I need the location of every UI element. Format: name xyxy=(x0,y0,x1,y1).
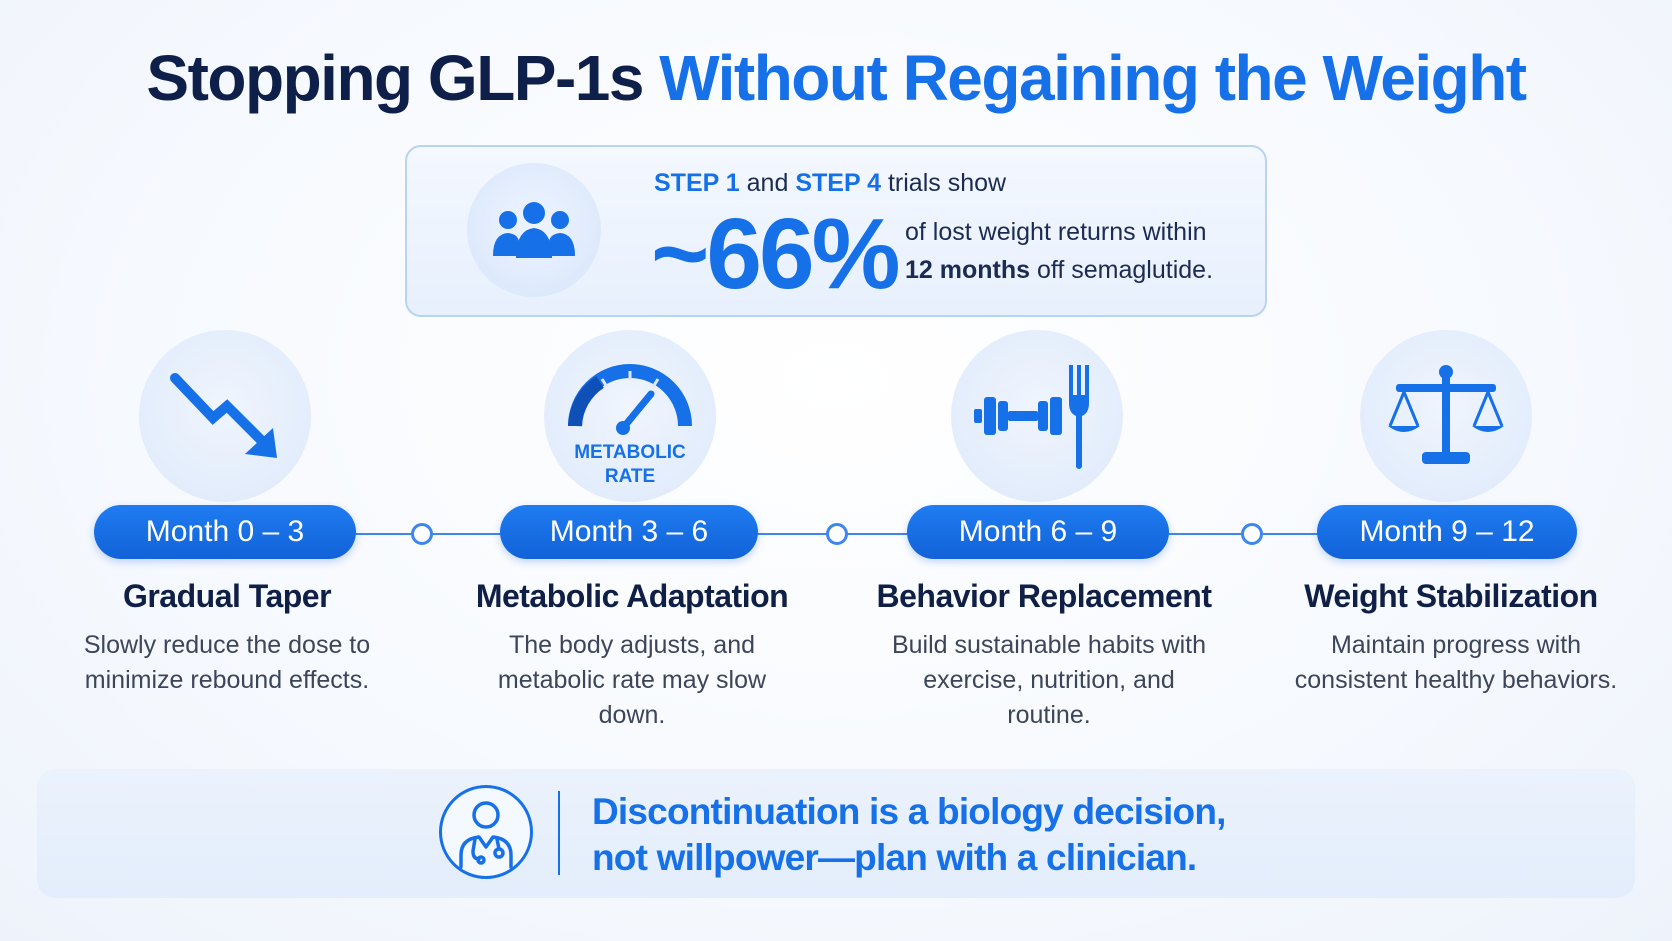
banner-line1: Discontinuation is a biology decision, xyxy=(592,791,1226,832)
step-desc-1: Slowly reduce the dose to minimize rebou… xyxy=(83,631,371,694)
banner-divider xyxy=(558,791,560,875)
banner-message: Discontinuation is a biology decision, n… xyxy=(592,789,1226,881)
trial-suffix: trials show xyxy=(887,169,1007,197)
gauge-icon: METABOLIC RATE xyxy=(544,330,716,502)
title-part-blue: Without Regaining the Weight xyxy=(659,42,1527,114)
step-title-3: Behavior Replacement xyxy=(876,578,1212,614)
dumbbell-fork-icon xyxy=(951,330,1123,502)
step-title-2: Metabolic Adaptation xyxy=(475,578,789,614)
step-desc-3: Build sustainable habits with exercise, … xyxy=(891,631,1207,729)
stat-desc-rest: off semaglutide. xyxy=(1036,256,1214,284)
stat-description: of lost weight returns within 12 months … xyxy=(905,213,1213,289)
month-pill-4: Month 9 – 12 xyxy=(1317,505,1577,559)
page-title: Stopping GLP-1s Without Regaining the We… xyxy=(0,38,1672,118)
step-title-4: Weight Stabilization xyxy=(1304,578,1598,614)
timeline-node xyxy=(1241,523,1263,545)
step-desc-2: The body adjusts, and metabolic rate may… xyxy=(497,631,767,729)
trial-and: and xyxy=(746,169,789,197)
gauge-label-line2: RATE xyxy=(605,466,655,486)
clinician-banner: Discontinuation is a biology decision, n… xyxy=(37,769,1635,898)
month-pill-3: Month 6 – 9 xyxy=(907,505,1169,559)
stat-card: STEP 1 and STEP 4 trials show ~66% of lo… xyxy=(405,145,1267,317)
stat-desc-line2: 12 months off semaglutide. xyxy=(905,251,1213,289)
stat-desc-bold: 12 months xyxy=(905,256,1031,284)
gauge-label-line1: METABOLIC xyxy=(574,442,686,463)
trial-step1: STEP 1 xyxy=(654,169,740,197)
stat-value: ~66% xyxy=(651,198,901,310)
timeline-node xyxy=(411,523,433,545)
month-pill-1: Month 0 – 3 xyxy=(94,505,356,559)
banner-line2: not willpower—plan with a clinician. xyxy=(592,837,1197,878)
step-title-1: Gradual Taper xyxy=(122,578,332,614)
doctor-stethoscope-icon xyxy=(439,785,533,879)
title-part-dark: Stopping GLP-1s xyxy=(146,42,644,114)
month-pill-2: Month 3 – 6 xyxy=(500,505,758,559)
trending-down-arrow-icon xyxy=(139,330,311,502)
stat-trials-line: STEP 1 and STEP 4 trials show xyxy=(654,169,1006,198)
balance-scale-icon xyxy=(1360,330,1532,502)
timeline-node xyxy=(826,523,848,545)
step-desc-4: Maintain progress with consistent health… xyxy=(1294,631,1618,694)
people-group-icon xyxy=(467,163,601,297)
stat-desc-line1: of lost weight returns within xyxy=(905,218,1207,246)
trial-step4: STEP 4 xyxy=(795,169,882,197)
